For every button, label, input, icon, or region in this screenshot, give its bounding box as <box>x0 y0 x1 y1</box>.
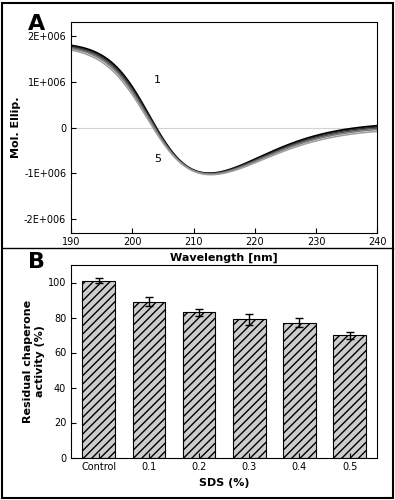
X-axis label: Wavelength [nm]: Wavelength [nm] <box>170 253 278 263</box>
Bar <box>283 323 316 458</box>
Text: 5: 5 <box>154 154 161 164</box>
Y-axis label: Mol. Ellip.: Mol. Ellip. <box>11 97 21 158</box>
Bar <box>233 319 265 458</box>
Text: A: A <box>28 14 45 34</box>
Text: B: B <box>28 252 45 272</box>
Bar <box>183 312 215 458</box>
Text: 1: 1 <box>154 74 161 85</box>
Bar <box>133 302 165 458</box>
Bar <box>83 280 115 458</box>
Y-axis label: Residual chaperone
activity (%): Residual chaperone activity (%) <box>23 300 45 423</box>
X-axis label: SDS (%): SDS (%) <box>199 478 249 488</box>
Bar <box>333 335 366 458</box>
